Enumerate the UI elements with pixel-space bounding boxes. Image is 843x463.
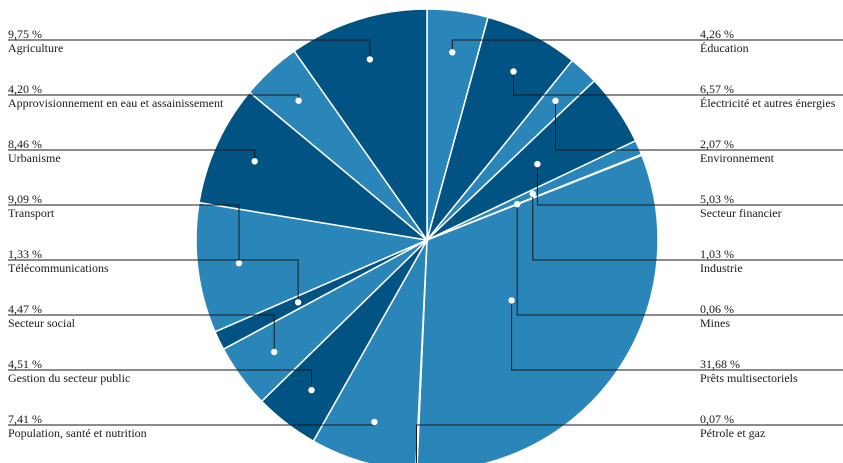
pie-slice-population-sante-et-nutrition [312, 239, 428, 463]
label-name-environnement: Environnement [700, 151, 775, 165]
marker-dot-gestion-du-secteur-public [308, 386, 315, 394]
label-pct-industrie: 1,03 % [700, 247, 734, 261]
leader-line-telecommunications [8, 259, 299, 303]
label-name-urbanisme: Urbanisme [8, 151, 61, 165]
label-name-education: Éducation [700, 41, 749, 55]
label-pct-prets-multisectoriels: 31,68 % [700, 357, 740, 371]
label-pct-education: 4,26 % [700, 27, 734, 41]
label-pct-telecommunications: 1,33 % [8, 247, 42, 261]
marker-dot-urbanisme [251, 158, 258, 165]
label-pct-secteur-social: 4,47 % [8, 302, 42, 316]
marker-dot-population-sante-et-nutrition [371, 418, 378, 426]
label-name-mines: Mines [700, 316, 730, 330]
label-name-population-sante-et-nutrition: Population, santé et nutrition [8, 426, 147, 440]
label-name-approvisionnement-en-eau-et-assainissement: Approvisionnement en eau et assainisseme… [8, 96, 224, 110]
label-name-petrole-et-gaz: Pétrole et gaz [700, 426, 765, 440]
marker-dot-secteur-financier [534, 160, 541, 168]
label-pct-secteur-financier: 5,03 % [700, 192, 734, 206]
leader-line-environnement [555, 100, 843, 151]
label-pct-electricite-et-autres-energies: 6,57 % [700, 82, 734, 96]
leader-line-secteur-financier [536, 164, 843, 206]
marker-dot-secteur-social [271, 348, 278, 356]
marker-dot-education [449, 49, 456, 56]
label-name-agriculture: Agriculture [8, 41, 63, 55]
label-pct-approvisionnement-en-eau-et-assainissement: 4,20 % [8, 82, 42, 96]
pie-slice-prets-multisectoriels [416, 154, 659, 463]
marker-dot-transport [235, 260, 243, 267]
marker-dot-telecommunications [294, 299, 302, 306]
leader-lines [8, 39, 843, 463]
leader-line-urbanisme [8, 149, 256, 162]
pie-slice-transport [195, 201, 430, 333]
leader-line-electricite-et-autres-energies [513, 71, 843, 96]
marker-dot-agriculture [366, 56, 374, 63]
leader-line-industrie [532, 193, 843, 261]
label-pct-petrole-et-gaz: 0,07 % [700, 412, 734, 426]
leader-line-secteur-social [8, 314, 275, 352]
marker-dot-mines [514, 201, 521, 208]
leader-line-education [451, 39, 843, 53]
leader-line-prets-multisectoriels [511, 300, 843, 371]
label-pct-gestion-du-secteur-public: 4,51 % [8, 357, 42, 371]
marker-dot-electricite-et-autres-energies [510, 68, 517, 75]
label-pct-mines: 0,06 % [700, 302, 734, 316]
label-name-transport: Transport [8, 206, 55, 220]
label-name-industrie: Industrie [700, 261, 743, 275]
label-pct-population-sante-et-nutrition: 7,41 % [8, 412, 42, 426]
marker-dot-approvisionnement-en-eau-et-assainissement [295, 97, 302, 104]
leader-line-agriculture [8, 39, 371, 60]
label-name-electricite-et-autres-energies: Électricité et autres énergies [700, 96, 836, 110]
marker-dot-industrie [529, 190, 536, 197]
marker-dot-prets-multisectoriels [508, 297, 515, 304]
marker-dot-environnement [552, 97, 559, 105]
label-pct-urbanisme: 8,46 % [8, 137, 42, 151]
label-pct-environnement: 2,07 % [700, 137, 734, 151]
label-pct-transport: 9,09 % [8, 192, 42, 206]
pie-slice-agriculture [293, 8, 428, 243]
leader-line-transport [8, 204, 240, 264]
leader-line-mines [516, 204, 843, 316]
label-name-gestion-du-secteur-public: Gestion du secteur public [8, 371, 130, 385]
leader-line-petrole-et-gaz [416, 424, 843, 463]
label-name-telecommunications: Télécommunications [8, 261, 109, 275]
slice-labels: 9,75 %Agriculture 4,20 %Approvisionnement… [8, 27, 836, 440]
label-pct-agriculture: 9,75 % [8, 27, 42, 41]
label-name-prets-multisectoriels: Prêts multisectoriels [700, 371, 798, 385]
leader-line-gestion-du-secteur-public [8, 369, 312, 391]
pie-slices [195, 8, 659, 463]
label-name-secteur-social: Secteur social [8, 316, 76, 330]
label-name-secteur-financier: Secteur financier [700, 206, 782, 220]
